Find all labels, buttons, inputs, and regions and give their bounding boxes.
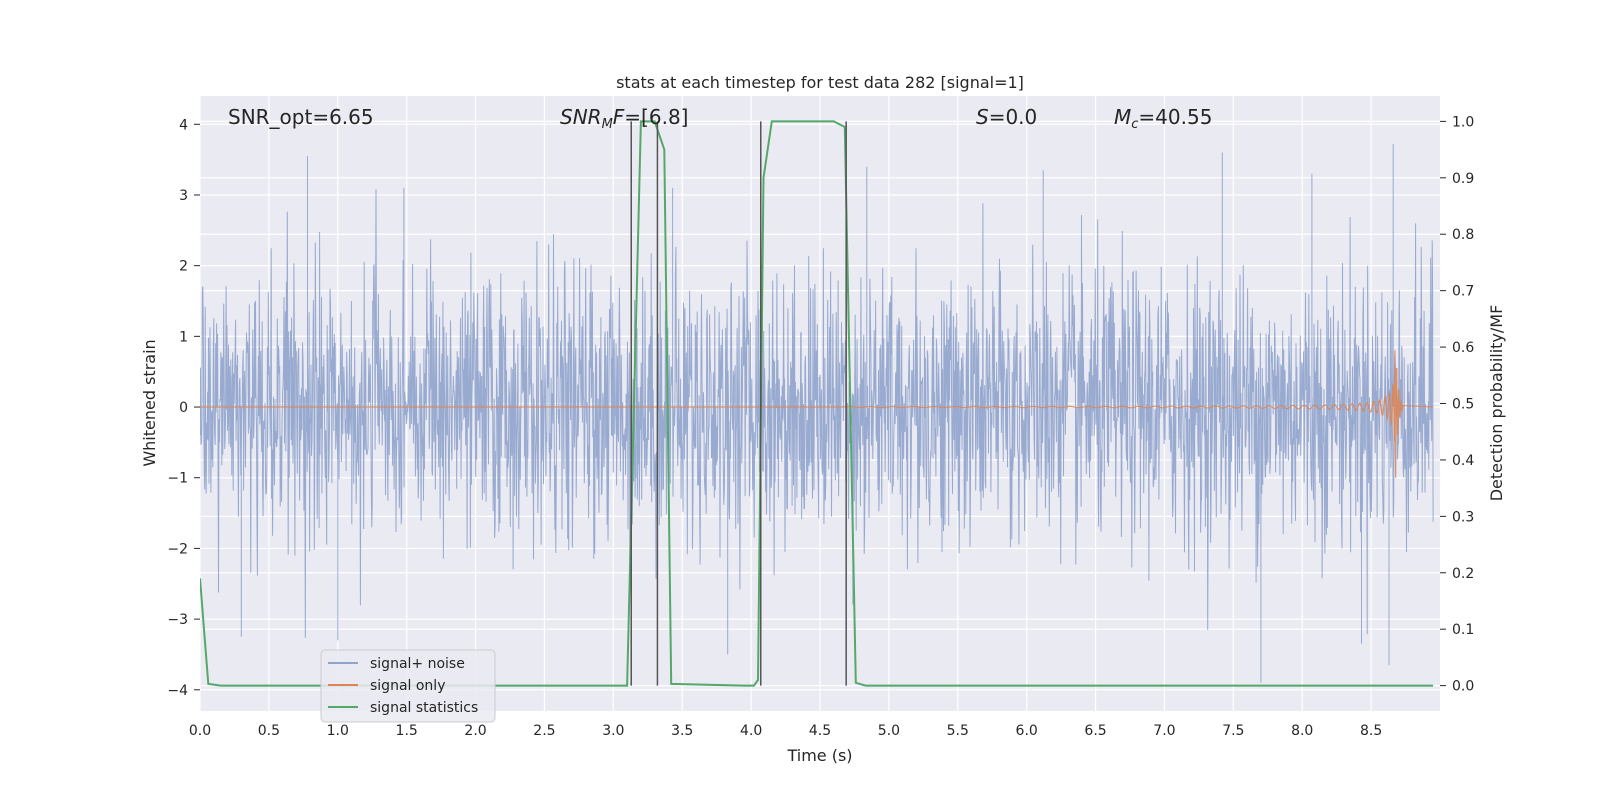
y-right-tick-label: 0.5 bbox=[1452, 397, 1474, 413]
series-layer bbox=[200, 120, 1434, 687]
x-tick-label: 7.5 bbox=[1222, 723, 1244, 739]
y-tick-label: −1 bbox=[167, 471, 188, 487]
y-tick-label: 2 bbox=[179, 259, 188, 275]
y-right-tick-label: 0.9 bbox=[1452, 171, 1474, 187]
y-right-axis-label: Detection probability/MF bbox=[1487, 305, 1506, 502]
legend-label-stats: signal statistics bbox=[370, 700, 478, 716]
legend-box bbox=[320, 649, 496, 723]
annotation-snr-mf: SNRMF=[6.8] bbox=[560, 105, 688, 132]
x-tick-label: 8.0 bbox=[1291, 723, 1313, 739]
y-right-tick-label: 0.6 bbox=[1452, 340, 1474, 356]
legend-label-noise: signal+ noise bbox=[370, 656, 465, 672]
x-tick-label: 2.0 bbox=[464, 723, 486, 739]
y-axis-label: Whitened strain bbox=[140, 339, 159, 466]
y-right-tick-label: 0.3 bbox=[1452, 509, 1474, 525]
annotation-mc: Mc=40.55 bbox=[1114, 105, 1212, 132]
y-tick-label: 1 bbox=[179, 329, 188, 345]
y-tick-label: −3 bbox=[167, 612, 188, 628]
y-right-tick-label: 0.2 bbox=[1452, 566, 1474, 582]
y-tick-label: −4 bbox=[167, 683, 188, 699]
y-tick-label: 4 bbox=[179, 117, 188, 133]
markers-layer bbox=[630, 121, 847, 686]
annotation-s: S=0.0 bbox=[976, 105, 1037, 129]
series-signal-noise bbox=[200, 144, 1434, 683]
x-tick-label: 0.0 bbox=[189, 723, 211, 739]
x-tick-label: 4.5 bbox=[809, 723, 831, 739]
series-signal-only bbox=[200, 350, 1434, 478]
y-right-tick-label: 1.0 bbox=[1452, 114, 1474, 130]
axes: 0.0 0.5 1.0 1.5 2.0 2.5 3.0 3.5 4.0 4.5 5.0 5.5 6.0 6… bbox=[167, 114, 1474, 739]
x-tick-label: 5.0 bbox=[878, 723, 900, 739]
y-tick-label: −2 bbox=[167, 541, 188, 557]
x-tick-label: 6.5 bbox=[1084, 723, 1106, 739]
y-right-tick-label: 0.0 bbox=[1452, 679, 1474, 695]
x-tick-label: 8.5 bbox=[1360, 723, 1382, 739]
x-tick-label: 3.5 bbox=[671, 723, 693, 739]
y-right-tick-label: 0.7 bbox=[1452, 284, 1474, 300]
annotation-snr-opt: SNR_opt=6.65 bbox=[228, 105, 374, 129]
y-right-tick-label: 0.8 bbox=[1452, 227, 1474, 243]
chart-title: stats at each timestep for test data 282… bbox=[616, 73, 1024, 92]
legend: signal+ noise signal only signal statist… bbox=[320, 649, 496, 723]
x-tick-label: 6.0 bbox=[1016, 723, 1038, 739]
legend-label-signal: signal only bbox=[370, 678, 445, 694]
x-tick-label: 7.0 bbox=[1153, 723, 1175, 739]
y-tick-label: 3 bbox=[179, 188, 188, 204]
x-tick-label: 1.5 bbox=[396, 723, 418, 739]
x-axis-label: Time (s) bbox=[786, 746, 852, 765]
x-tick-label: 3.0 bbox=[602, 723, 624, 739]
y-right-tick-label: 0.1 bbox=[1452, 622, 1474, 638]
series-signal-statistics bbox=[200, 120, 1434, 687]
y-right-tick-label: 0.4 bbox=[1452, 453, 1474, 469]
y-tick-label: 0 bbox=[179, 400, 188, 416]
x-tick-label: 4.0 bbox=[740, 723, 762, 739]
x-tick-label: 5.5 bbox=[947, 723, 969, 739]
x-tick-label: 0.5 bbox=[258, 723, 280, 739]
x-tick-label: 1.0 bbox=[327, 723, 349, 739]
x-tick-label: 2.5 bbox=[533, 723, 555, 739]
